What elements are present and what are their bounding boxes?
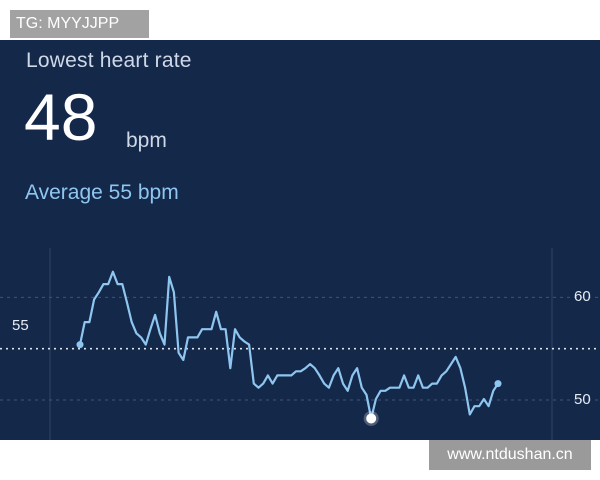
heart-rate-series-line (78, 270, 499, 420)
average-axis-label: 55 (12, 317, 29, 334)
heart-rate-chart (0, 248, 600, 440)
card-title: Lowest heart rate (26, 49, 192, 72)
heart-rate-unit: bpm (126, 129, 167, 152)
lowest-point-marker (366, 413, 377, 424)
lowest-heart-rate-value: 48 (24, 80, 98, 154)
y-tick-label-60: 60 (574, 288, 591, 305)
watermark-top-left: TG: MYYJJPP (10, 10, 149, 38)
watermark-bottom-right: www.ntdushan.cn (429, 440, 591, 470)
end-point-marker (494, 380, 502, 388)
start-point-marker (76, 341, 84, 349)
heart-rate-card (0, 40, 600, 440)
average-heart-rate: Average 55 bpm (25, 181, 179, 204)
y-tick-label-50: 50 (574, 391, 591, 408)
